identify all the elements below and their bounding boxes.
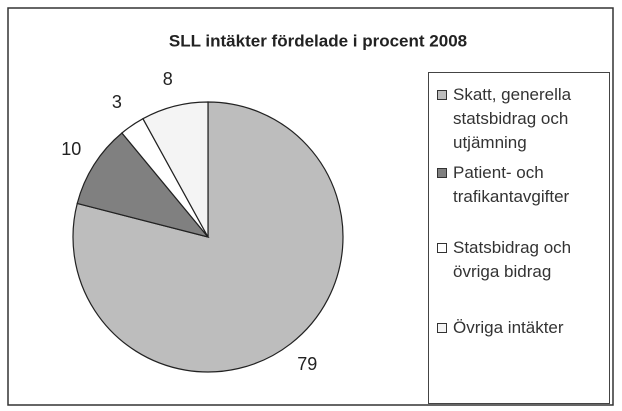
- legend-item: Övriga intäkter: [437, 316, 609, 340]
- legend-swatch: [437, 243, 447, 253]
- legend-swatch: [437, 90, 447, 100]
- legend-label: Övriga intäkter: [453, 318, 564, 337]
- legend-swatch: [437, 168, 447, 178]
- chart-title: SLL intäkter fördelade i procent 2008: [169, 31, 467, 50]
- legend-item: Statsbidrag och övriga bidrag: [437, 236, 609, 284]
- legend-swatch: [437, 323, 447, 333]
- pie-slice: [76, 132, 210, 239]
- legend-item: Patient- och trafikantavgifter: [437, 161, 609, 209]
- pie-slice: [142, 101, 209, 238]
- data-label: 10: [61, 139, 81, 159]
- legend-label: Skatt, generella statsbidrag och utjämni…: [453, 85, 572, 152]
- legend: Skatt, generella statsbidrag och utjämni…: [428, 72, 610, 404]
- data-label: 79: [297, 354, 317, 374]
- legend-label: Patient- och trafikantavgifter: [453, 163, 570, 206]
- data-label: 3: [112, 92, 122, 112]
- data-label: 8: [163, 69, 173, 89]
- legend-label: Statsbidrag och övriga bidrag: [453, 238, 572, 281]
- frame: [7, 7, 614, 406]
- legend-item: Skatt, generella statsbidrag och utjämni…: [437, 83, 609, 155]
- pie: [72, 101, 344, 373]
